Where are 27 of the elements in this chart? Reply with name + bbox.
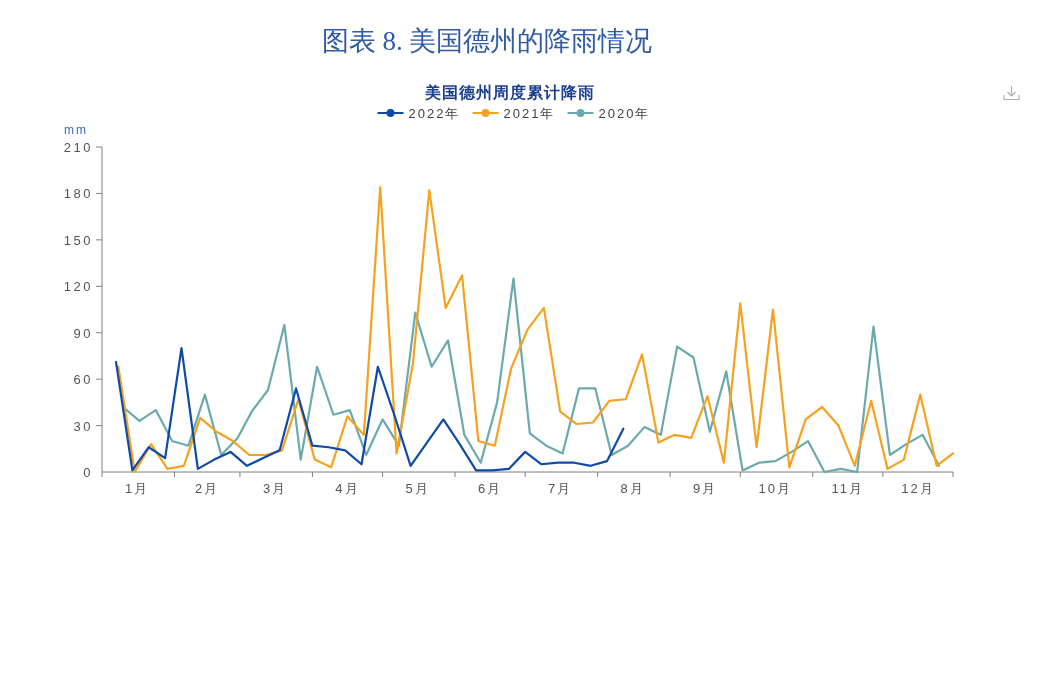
- x-tick-label: 5月: [405, 481, 430, 496]
- legend-label: 2020年: [598, 106, 651, 121]
- x-tick-label: 3月: [262, 481, 288, 496]
- chart-subtitle: 美国德州周度累计降雨: [424, 83, 595, 101]
- y-tick-label: 90: [73, 325, 93, 341]
- legend-label: 2022年: [408, 106, 461, 121]
- x-tick-label: 11月: [831, 481, 865, 496]
- x-tick-label: 2月: [195, 481, 220, 496]
- x-tick-label: 6月: [477, 481, 503, 496]
- x-tick-label: 1月: [124, 481, 150, 496]
- x-tick-label: 9月: [693, 481, 718, 496]
- y-axis-title: mm: [64, 123, 88, 137]
- x-tick-label: 4月: [335, 481, 360, 496]
- y-tick-label: 30: [73, 418, 93, 434]
- x-tick-label: 10月: [758, 481, 793, 496]
- y-tick-label: 210: [63, 140, 93, 155]
- y-tick-label: 60: [73, 372, 93, 388]
- y-tick-label: 180: [63, 186, 93, 202]
- x-tick-label: 8月: [620, 481, 645, 496]
- y-tick-label: 150: [63, 232, 93, 248]
- line-series: [114, 347, 625, 472]
- legend-label: 2021年: [503, 106, 556, 121]
- x-tick-label: 7月: [548, 481, 573, 496]
- x-tick-label: 12月: [901, 481, 935, 496]
- y-tick-label: 0: [83, 465, 93, 480]
- y-tick-label: 120: [63, 279, 93, 295]
- chart-title: 图表 8. 美国德州的降雨情况: [321, 26, 653, 56]
